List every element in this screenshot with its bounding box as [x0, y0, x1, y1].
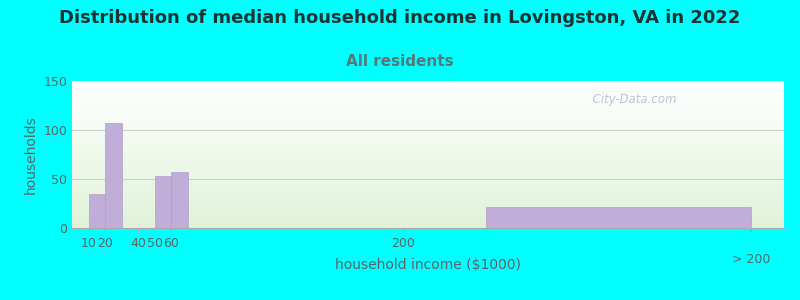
- Bar: [171, 172, 188, 228]
- Text: Distribution of median household income in Lovingston, VA in 2022: Distribution of median household income …: [59, 9, 741, 27]
- Text: > 200: > 200: [732, 253, 770, 266]
- Bar: [486, 207, 751, 228]
- Bar: [105, 123, 122, 228]
- Bar: [154, 176, 171, 228]
- Y-axis label: households: households: [24, 115, 38, 194]
- Text: City-Data.com: City-Data.com: [585, 93, 676, 106]
- Text: All residents: All residents: [346, 54, 454, 69]
- X-axis label: household income ($1000): household income ($1000): [335, 258, 521, 272]
- Bar: [89, 194, 105, 228]
